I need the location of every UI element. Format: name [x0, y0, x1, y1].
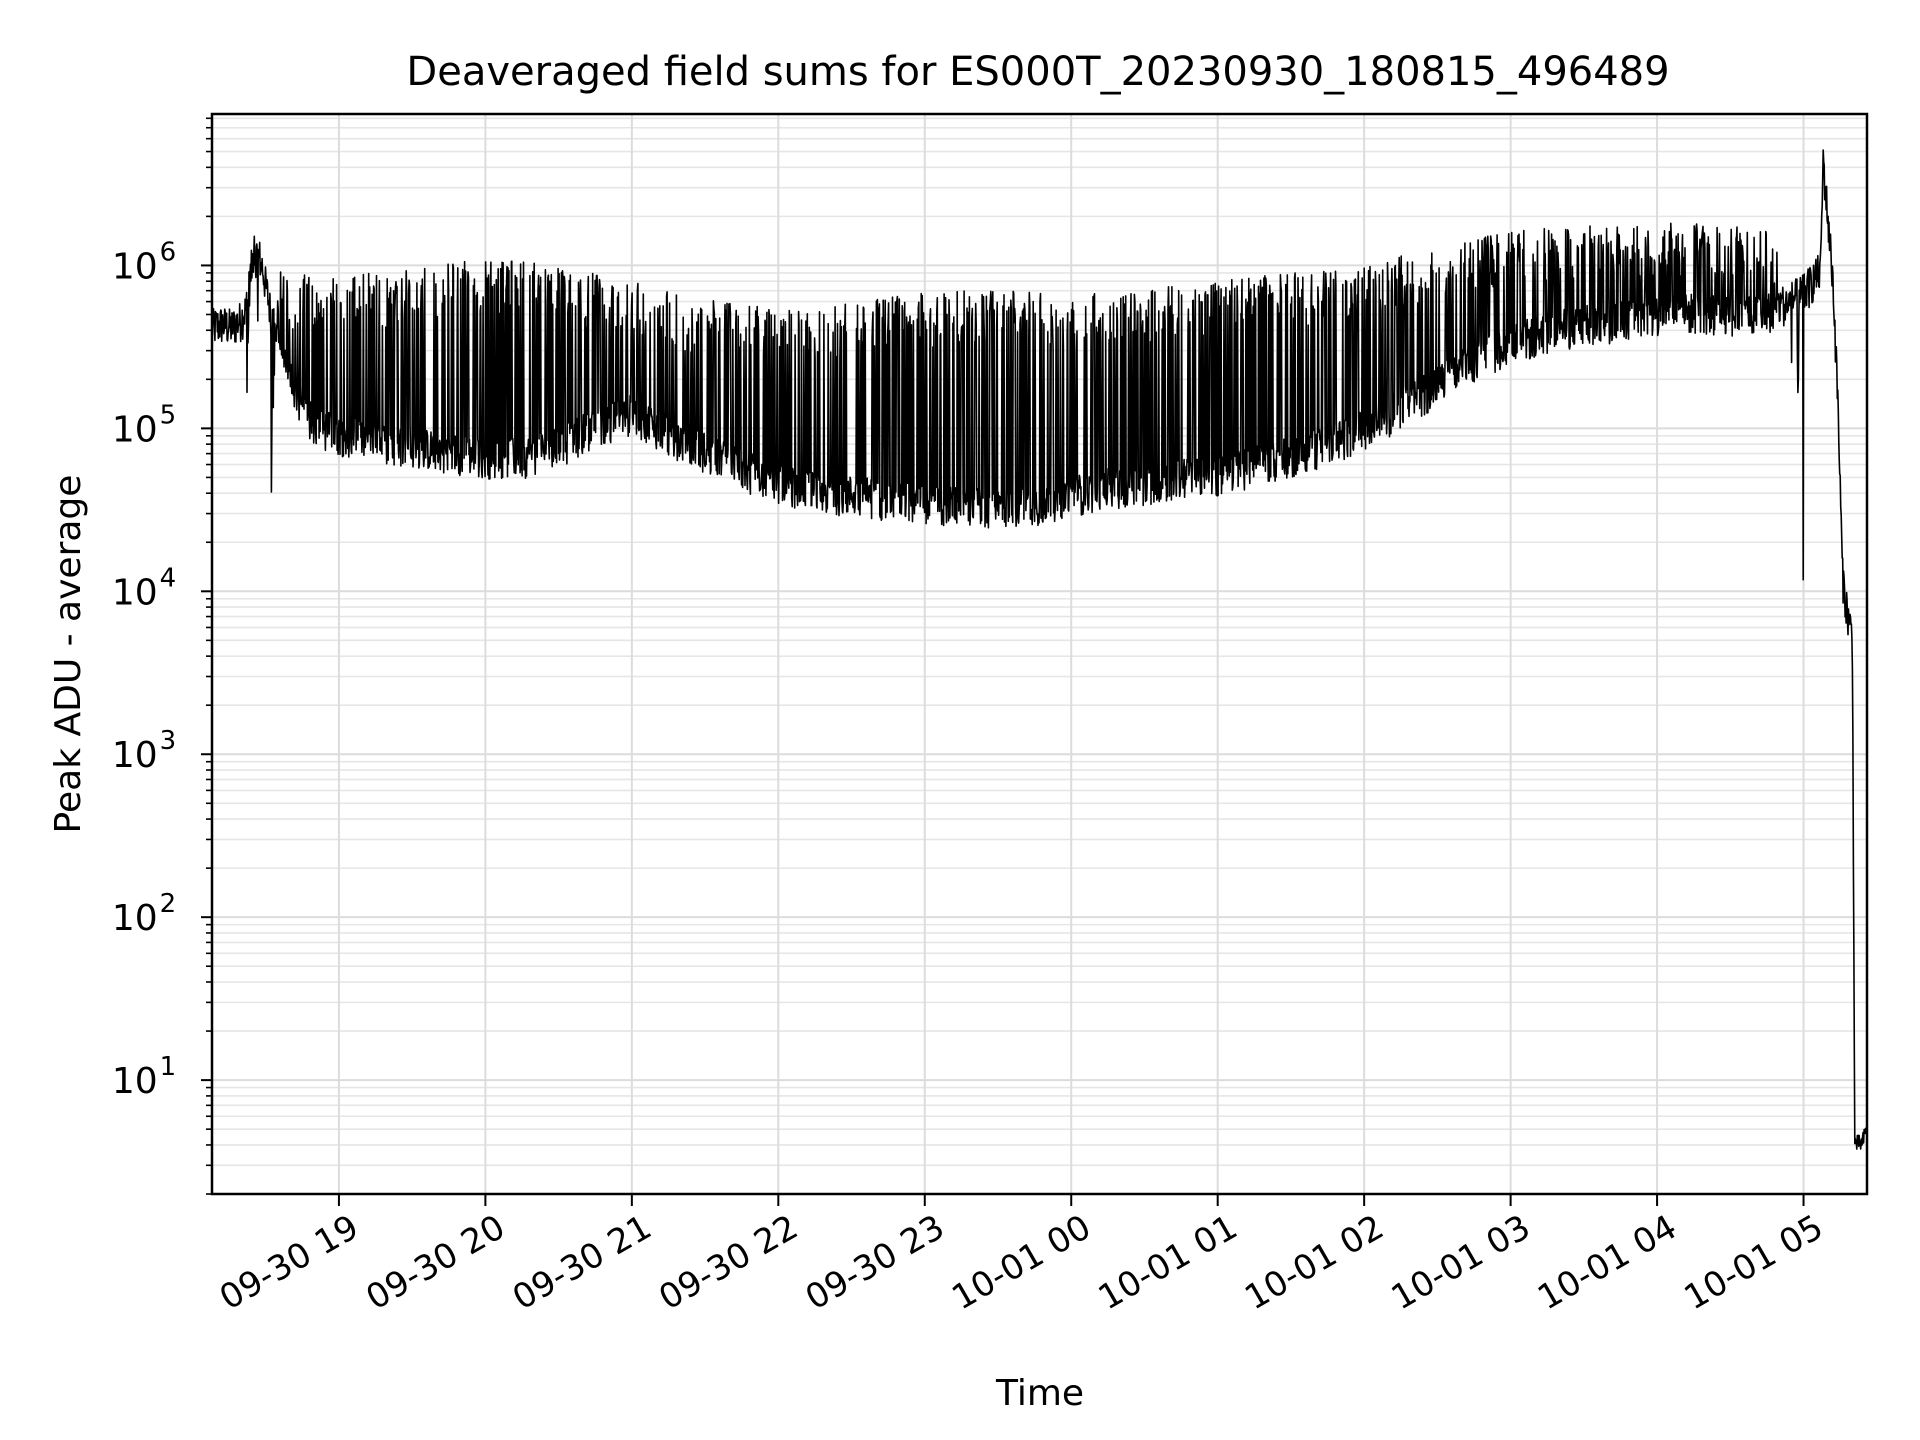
plot-area	[212, 149, 1867, 1150]
y-axis-label: Peak ADU - average	[48, 475, 89, 834]
y-tick-exponent: 1	[160, 1052, 177, 1082]
y-tick-exponent: 2	[160, 889, 177, 919]
grid	[212, 114, 1867, 1195]
y-tick-exponent: 4	[160, 563, 177, 593]
y-tick-label: 103	[112, 726, 176, 776]
plot-frame	[210, 112, 1869, 1196]
y-tick-exponent: 3	[160, 726, 177, 756]
chart-title: Deaveraged field sums for ES000T_2023093…	[406, 49, 1669, 95]
x-axis-label: Time	[995, 1373, 1084, 1414]
y-tick-exponent: 5	[160, 400, 177, 430]
series-line	[212, 149, 1867, 1150]
y-tick-exponent: 6	[160, 237, 177, 267]
